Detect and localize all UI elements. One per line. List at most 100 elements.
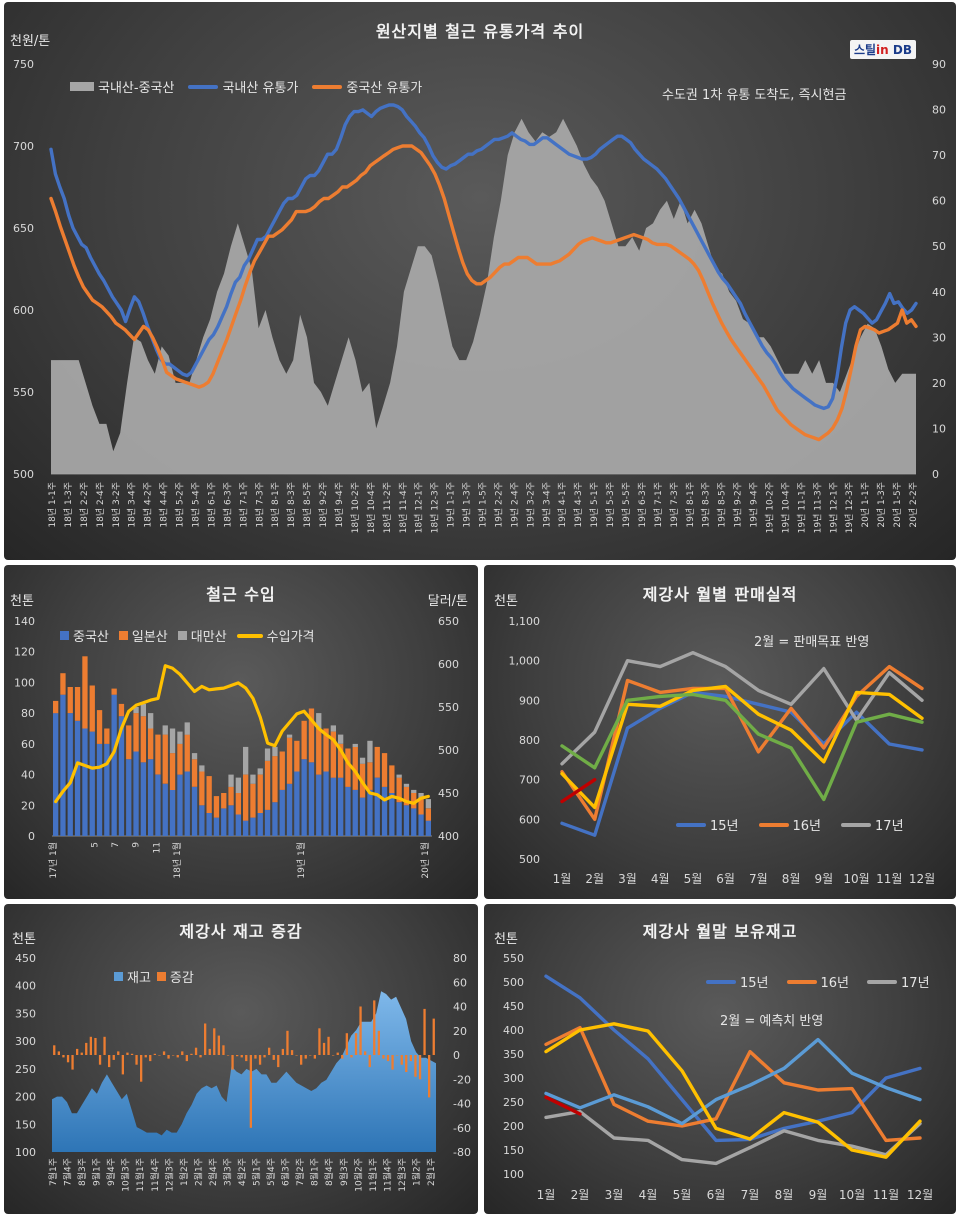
y-tick-label: 550	[438, 701, 459, 714]
x-tick-label: 1월2주	[410, 1158, 422, 1186]
bar-change	[98, 1055, 102, 1065]
bar-change	[112, 1055, 115, 1060]
x-tick-label: 8월	[775, 1188, 794, 1202]
x-tick-label: 18년 2-4주	[95, 482, 106, 528]
x-tick-label: 18년 11-4주	[398, 482, 409, 533]
bar-china	[96, 743, 103, 836]
series-line-17년	[544, 1109, 922, 1166]
bar-japan	[389, 765, 395, 793]
x-tick-label: 9월1주	[91, 1158, 103, 1186]
bar-japan	[162, 734, 168, 784]
bar-japan	[250, 783, 256, 818]
x-tick-label: 19년 9-2주	[733, 482, 744, 528]
bar-japan	[96, 710, 103, 744]
series-line-20년	[544, 1095, 582, 1116]
bar-china	[140, 762, 146, 836]
series-line-15년	[560, 690, 924, 837]
bar-change	[409, 1055, 412, 1062]
bar-china	[228, 805, 234, 836]
bar-change	[428, 1055, 431, 1098]
inventory-change-chart: 제강사 재고 증감 천톤 재고 증감 100 150 200 250 300 350 400…	[4, 904, 478, 1214]
bar-china	[89, 731, 95, 836]
x-tick-label: 8월4주	[323, 1158, 335, 1186]
x-tick-label: 19년 5-5주	[621, 482, 632, 528]
bar-change	[400, 1055, 403, 1065]
x-tick-label: 18년 8-5주	[302, 482, 313, 528]
chart-title: 제강사 월별 판매실적	[642, 585, 798, 604]
bar-japan	[308, 708, 315, 763]
bar-china	[60, 694, 66, 836]
bar-taiwan	[352, 743, 358, 747]
bar-change	[432, 1018, 435, 1055]
x-tick-label: 20년 1-1주	[860, 482, 871, 528]
x-tick-label: 18년 7-3주	[254, 482, 265, 528]
legend-item-domestic: 국내산 유통가	[188, 77, 298, 96]
bar-japan	[104, 728, 110, 744]
x-tick-label: 3월	[605, 1188, 624, 1202]
bar-japan	[89, 685, 95, 732]
bar-change	[194, 1047, 198, 1055]
bar-japan	[82, 656, 88, 729]
x-tick-label: 9	[132, 842, 142, 848]
bar-china	[184, 771, 190, 836]
line-swatch-icon	[758, 822, 789, 827]
chart-legend: 국내산-중국산 국내산 유통가 중국산 유통가	[70, 77, 422, 96]
y-tick-label: 650	[13, 222, 34, 235]
bar-japan	[425, 808, 431, 821]
bar-change	[167, 1055, 170, 1059]
bar-taiwan	[418, 793, 424, 800]
bar-change	[231, 1055, 234, 1070]
bar-japan	[67, 687, 73, 714]
x-tick-label: 12월3주	[163, 1158, 175, 1192]
y-tick-label: 500	[503, 976, 524, 989]
price-trend-chart: 원산지별 철근 유통가격 추이 천원/톤 스틸in DB 국내산-중국산 국내산…	[4, 2, 956, 560]
bar-change	[391, 1055, 394, 1070]
x-tick-label: 6월	[716, 872, 735, 886]
y-tick-label: 10	[932, 422, 946, 435]
x-tick-label: 19년 5-3주	[605, 482, 616, 528]
y-tick-label: 90	[932, 58, 946, 71]
y-tick-label: 500	[13, 468, 34, 481]
y-tick-label: 80	[453, 952, 467, 965]
x-tick-label: 11월1주	[367, 1158, 379, 1192]
y-tick-label: 700	[13, 140, 34, 153]
y-tick-label: 600	[438, 658, 459, 671]
chart-plot: 100 150 200 250 300 350 400 450 500 550 1월 2월 3월 4월 5월…	[503, 952, 933, 1202]
bar-china	[82, 728, 88, 836]
legend-item-17: 17년	[867, 972, 930, 991]
y-tick-label: 100	[14, 676, 35, 689]
x-tick-label: 18년 9-4주	[334, 482, 345, 528]
rebar-import-chart: 철근 수입 천톤 달러/톤 중국산 일본산 대만산 수입가격 0 20 40 60 80…	[4, 565, 478, 899]
y-tick-label: 400	[503, 1024, 524, 1037]
bar-change	[290, 1050, 294, 1055]
x-tick-label: 19년 2-2주	[493, 482, 504, 528]
y-tick-label: 0	[28, 830, 35, 843]
bar-change	[140, 1055, 143, 1082]
bar-china	[279, 789, 285, 836]
x-tick-label: 11월	[876, 872, 902, 886]
bar-taiwan	[396, 774, 402, 778]
y-tick-label: 400	[15, 980, 36, 993]
bar-japan	[243, 774, 249, 821]
bar-china	[213, 817, 220, 836]
x-tick-label: 3월3주	[221, 1158, 233, 1186]
bar-china	[206, 813, 212, 836]
bar-change	[240, 1055, 243, 1058]
x-tick-label: 2월4주	[207, 1158, 219, 1186]
bar-japan	[396, 777, 402, 803]
bar-japan	[213, 796, 220, 818]
series-line-18년	[560, 684, 924, 810]
y-tick-label: 400	[438, 830, 459, 843]
x-tick-label: 5	[90, 842, 100, 848]
monthly-sales-chart: 제강사 월별 판매실적 천톤 2월 = 판매목표 반영 15년 16년 17년 …	[484, 565, 956, 899]
x-tick-label: 4월	[651, 872, 670, 886]
bar-japan	[140, 716, 146, 763]
legend-item-import-price: 수입가격	[236, 626, 315, 645]
bar-taiwan	[316, 713, 322, 729]
x-tick-label: 12월3주	[396, 1158, 408, 1192]
bar-china	[133, 751, 139, 836]
chart-plot: 500 550 600 650 700 750 0 10 20 30 40 50 60 70 80 90 18년…	[13, 58, 946, 533]
bar-change	[135, 1055, 138, 1065]
bar-taiwan	[235, 777, 241, 793]
x-tick-label: 4월	[639, 1188, 658, 1202]
